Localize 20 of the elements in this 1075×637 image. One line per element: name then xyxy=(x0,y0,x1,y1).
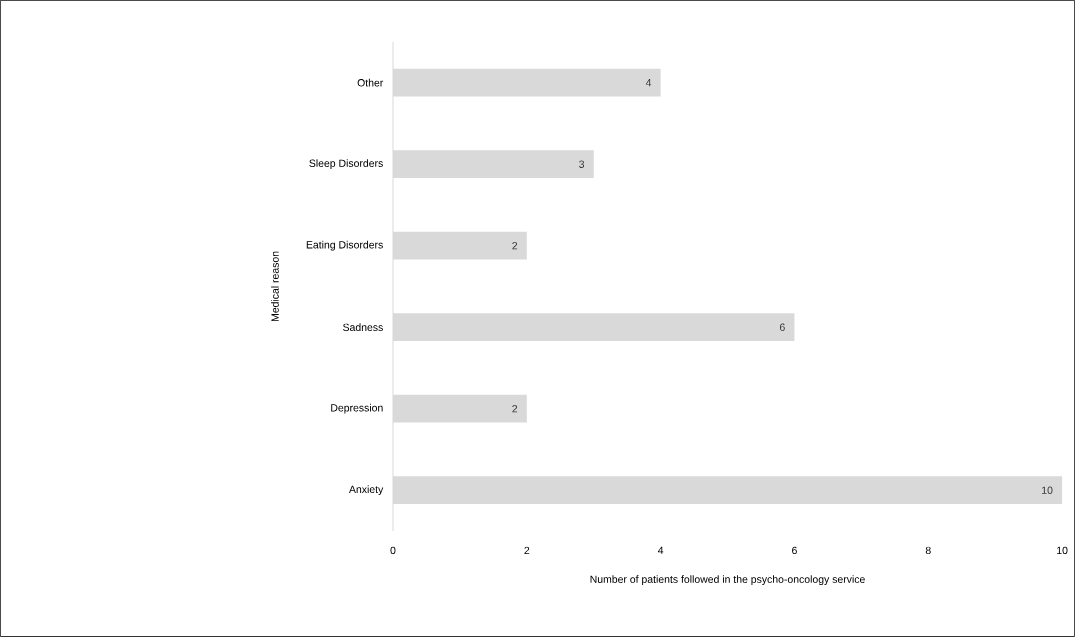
data-label: 4 xyxy=(645,79,652,87)
y-tick-label: Sleep Disorders xyxy=(309,159,383,170)
data-label: 6 xyxy=(779,323,785,331)
y-tick-label: Depression xyxy=(331,403,383,414)
y-axis-title: Medical reason xyxy=(271,251,279,322)
data-label: 10 xyxy=(1042,486,1053,494)
y-tick-label: Anxiety xyxy=(349,485,384,496)
x-tick-label: 2 xyxy=(524,546,530,555)
x-tick-label: 10 xyxy=(1057,546,1068,555)
y-tick-label: Sadness xyxy=(343,323,383,332)
x-tick-label: 8 xyxy=(925,546,931,555)
x-axis-title: Number of patients followed in the psycho-oncology service xyxy=(590,575,865,586)
y-tick-label: Other xyxy=(357,78,384,87)
data-label: 2 xyxy=(512,242,518,250)
x-tick-label: 0 xyxy=(390,546,396,555)
x-tick-label: 4 xyxy=(657,546,664,554)
x-tick-label: 6 xyxy=(792,546,797,555)
data-label: 2 xyxy=(512,405,518,413)
data-label: 3 xyxy=(579,160,585,168)
y-tick-label: Eating Disorders xyxy=(306,240,383,251)
